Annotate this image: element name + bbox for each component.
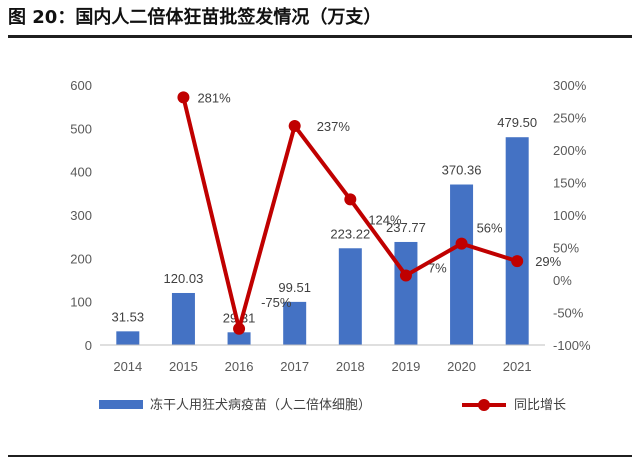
y-left-tick: 200 [70, 251, 92, 266]
bar-2021 [505, 137, 529, 345]
legend-bar-swatch [99, 400, 143, 409]
y-right-tick: 250% [553, 111, 587, 126]
y-right-tick: 300% [553, 78, 587, 93]
growth-label-2016: -75% [261, 295, 292, 310]
bar-label-2021: 479.50 [497, 115, 537, 130]
y-right-tick: -100% [553, 338, 591, 353]
growth-label-2020: 56% [477, 221, 503, 236]
figure-title: 图 20：国内人二倍体狂苗批签发情况（万支） [8, 7, 382, 28]
growth-label-2019: 7% [428, 260, 447, 275]
bar-2014 [116, 331, 140, 345]
y-right-tick: 150% [553, 176, 587, 191]
growth-label-2015: 281% [197, 90, 231, 105]
growth-point-2016 [233, 322, 246, 335]
growth-label-2021: 29% [535, 254, 561, 269]
y-left-tick: 300 [70, 208, 92, 223]
bottom-divider [8, 455, 632, 457]
bar-2018 [338, 248, 362, 345]
legend-line-marker [478, 399, 490, 411]
growth-point-2020 [455, 237, 468, 250]
y-right-tick: 0% [553, 273, 572, 288]
x-tick-2016: 2016 [225, 359, 254, 374]
bar-label-2015: 120.03 [164, 271, 204, 286]
bar-label-2019: 237.77 [386, 220, 426, 235]
bar-2017 [283, 301, 307, 345]
bar-label-2014: 31.53 [112, 309, 145, 324]
growth-point-2019 [399, 269, 412, 282]
growth-point-2015 [177, 91, 190, 104]
growth-point-2018 [344, 193, 357, 206]
y-left-tick: 100 [70, 295, 92, 310]
bar-2019 [394, 241, 418, 345]
title-divider [8, 35, 632, 38]
y-right-tick: 50% [553, 241, 579, 256]
x-tick-2017: 2017 [280, 359, 309, 374]
x-tick-2021: 2021 [503, 359, 532, 374]
y-right-tick: -50% [553, 306, 584, 321]
bar-label-2016: 29.31 [223, 310, 256, 325]
x-tick-2014: 2014 [113, 359, 142, 374]
y-left-tick: 500 [70, 121, 92, 136]
y-left-tick: 0 [85, 338, 92, 353]
x-tick-2015: 2015 [169, 359, 198, 374]
growth-label-2018: 124% [368, 212, 402, 227]
x-tick-2019: 2019 [391, 359, 420, 374]
bar-label-2017: 99.51 [278, 280, 311, 295]
bar-2015 [171, 292, 195, 345]
y-left-tick: 400 [70, 165, 92, 180]
legend-line-label: 同比增长 [514, 398, 566, 413]
x-tick-2020: 2020 [447, 359, 476, 374]
growth-point-2021 [511, 255, 524, 268]
bar-2020 [450, 184, 474, 345]
growth-label-2017: 237% [317, 119, 351, 134]
growth-point-2017 [288, 119, 301, 132]
x-tick-2018: 2018 [336, 359, 365, 374]
y-right-tick: 200% [553, 143, 587, 158]
bar-2016 [227, 332, 251, 345]
y-right-tick: 100% [553, 208, 587, 223]
bar-label-2018: 223.22 [330, 226, 370, 241]
y-left-tick: 600 [70, 78, 92, 93]
figure-header: 图 20：国内人二倍体狂苗批签发情况（万支） [8, 2, 632, 38]
bar-label-2020: 370.36 [442, 163, 482, 178]
legend-bar-label: 冻干人用狂犬病疫苗（人二倍体细胞） [150, 397, 371, 413]
